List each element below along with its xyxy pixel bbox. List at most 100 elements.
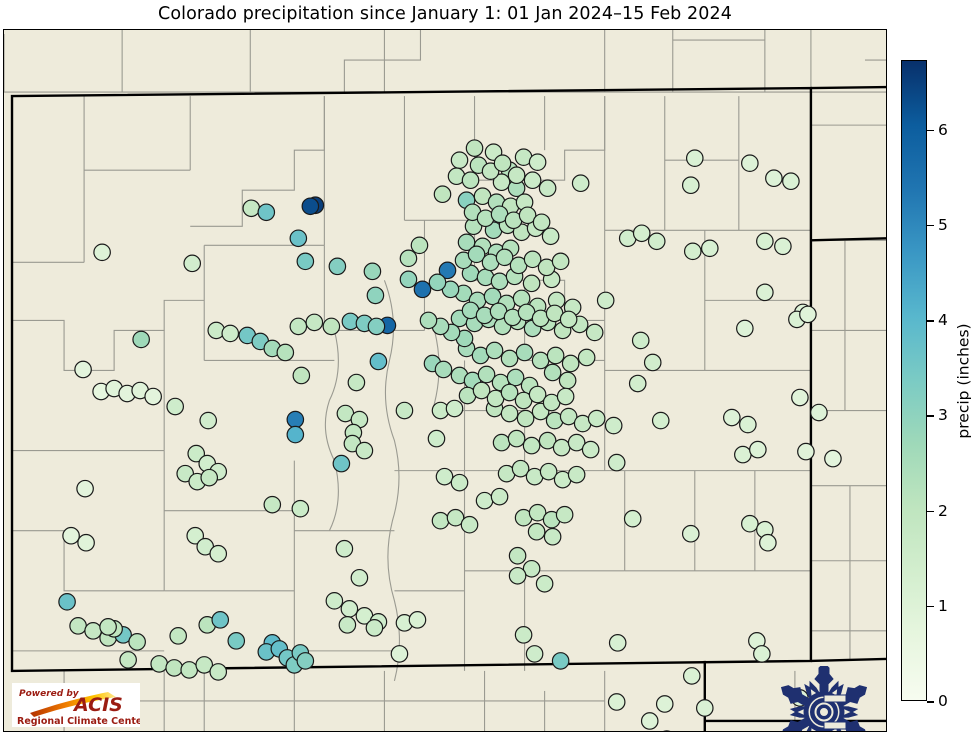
station-marker[interactable] xyxy=(347,373,366,392)
station-marker[interactable] xyxy=(528,503,547,522)
station-marker[interactable] xyxy=(467,245,486,264)
station-marker[interactable] xyxy=(434,360,453,379)
station-marker[interactable] xyxy=(559,407,578,426)
station-marker[interactable] xyxy=(628,374,647,393)
station-marker[interactable] xyxy=(242,199,261,218)
station-marker[interactable] xyxy=(810,403,828,422)
station-marker[interactable] xyxy=(292,366,311,385)
station-marker[interactable] xyxy=(681,524,700,543)
station-marker[interactable] xyxy=(587,409,606,428)
station-marker[interactable] xyxy=(187,444,206,463)
station-marker[interactable] xyxy=(367,317,386,336)
station-marker[interactable] xyxy=(209,544,228,563)
station-marker[interactable] xyxy=(176,464,195,483)
station-marker[interactable] xyxy=(685,149,704,167)
station-marker[interactable] xyxy=(500,349,519,368)
station-marker[interactable] xyxy=(723,408,741,427)
station-marker[interactable] xyxy=(340,600,359,618)
station-marker[interactable] xyxy=(608,634,627,652)
station-marker[interactable] xyxy=(492,433,511,452)
station-marker[interactable] xyxy=(741,154,759,173)
station-marker[interactable] xyxy=(567,465,586,484)
station-marker[interactable] xyxy=(824,449,842,468)
station-marker[interactable] xyxy=(99,618,117,636)
station-marker[interactable] xyxy=(577,348,596,367)
station-marker[interactable] xyxy=(335,539,354,558)
station-marker[interactable] xyxy=(76,479,94,498)
station-marker[interactable] xyxy=(438,261,457,280)
station-marker[interactable] xyxy=(523,250,542,269)
station-marker[interactable] xyxy=(508,546,527,565)
station-marker[interactable] xyxy=(399,270,418,289)
station-marker[interactable] xyxy=(128,633,146,651)
station-marker[interactable] xyxy=(450,473,469,492)
station-marker[interactable] xyxy=(681,176,700,195)
station-marker[interactable] xyxy=(322,317,341,336)
station-marker[interactable] xyxy=(408,611,427,629)
station-marker[interactable] xyxy=(291,499,310,518)
station-marker[interactable] xyxy=(296,652,315,670)
station-marker[interactable] xyxy=(571,174,590,193)
station-marker[interactable] xyxy=(446,508,465,527)
station-marker[interactable] xyxy=(546,346,565,365)
station-marker[interactable] xyxy=(756,232,774,251)
station-marker[interactable] xyxy=(535,574,554,593)
station-marker[interactable] xyxy=(410,236,429,255)
station-marker[interactable] xyxy=(532,213,551,232)
station-marker[interactable] xyxy=(552,438,571,457)
station-marker[interactable] xyxy=(507,429,526,448)
station-marker[interactable] xyxy=(759,533,777,552)
station-marker[interactable] xyxy=(741,514,759,533)
station-marker[interactable] xyxy=(753,645,771,663)
station-marker[interactable] xyxy=(369,352,388,371)
station-marker[interactable] xyxy=(195,656,214,674)
station-marker[interactable] xyxy=(435,467,454,486)
station-marker[interactable] xyxy=(551,252,570,271)
station-marker[interactable] xyxy=(366,286,385,305)
station-marker[interactable] xyxy=(84,622,102,640)
station-marker[interactable] xyxy=(607,453,626,472)
station-marker[interactable] xyxy=(183,254,202,273)
station-marker[interactable] xyxy=(522,559,541,578)
station-marker[interactable] xyxy=(460,515,479,534)
station-marker[interactable] xyxy=(296,252,315,271)
station-marker[interactable] xyxy=(528,385,547,404)
station-marker[interactable] xyxy=(695,699,714,717)
station-marker[interactable] xyxy=(581,440,600,459)
station-marker[interactable] xyxy=(539,462,558,481)
station-marker[interactable] xyxy=(465,139,484,157)
station-marker[interactable] xyxy=(516,409,535,428)
station-marker[interactable] xyxy=(492,173,511,192)
station-marker[interactable] xyxy=(756,283,774,302)
station-marker[interactable] xyxy=(461,171,480,190)
station-marker[interactable] xyxy=(355,441,374,460)
station-marker[interactable] xyxy=(350,568,369,587)
station-marker[interactable] xyxy=(58,593,76,611)
station-marker[interactable] xyxy=(643,353,662,372)
station-marker[interactable] xyxy=(522,436,541,455)
station-marker[interactable] xyxy=(93,243,111,262)
colorado-map[interactable] xyxy=(4,30,886,731)
station-marker[interactable] xyxy=(797,442,815,461)
station-marker[interactable] xyxy=(325,592,344,610)
station-marker[interactable] xyxy=(522,274,541,293)
station-marker[interactable] xyxy=(655,695,674,713)
station-marker[interactable] xyxy=(428,273,447,292)
station-marker[interactable] xyxy=(734,445,752,464)
station-marker[interactable] xyxy=(551,652,570,670)
station-marker[interactable] xyxy=(500,383,519,402)
station-marker[interactable] xyxy=(419,311,438,330)
station-marker[interactable] xyxy=(332,454,351,473)
station-marker[interactable] xyxy=(528,153,547,172)
station-marker[interactable] xyxy=(427,429,446,448)
station-marker[interactable] xyxy=(739,415,757,434)
station-marker[interactable] xyxy=(538,431,557,450)
station-marker[interactable] xyxy=(765,169,783,188)
station-marker[interactable] xyxy=(199,411,218,430)
station-marker[interactable] xyxy=(365,619,384,637)
station-marker[interactable] xyxy=(150,655,168,673)
station-marker[interactable] xyxy=(647,232,666,251)
station-marker[interactable] xyxy=(490,272,509,291)
station-marker[interactable] xyxy=(651,411,670,430)
station-marker[interactable] xyxy=(119,651,137,669)
